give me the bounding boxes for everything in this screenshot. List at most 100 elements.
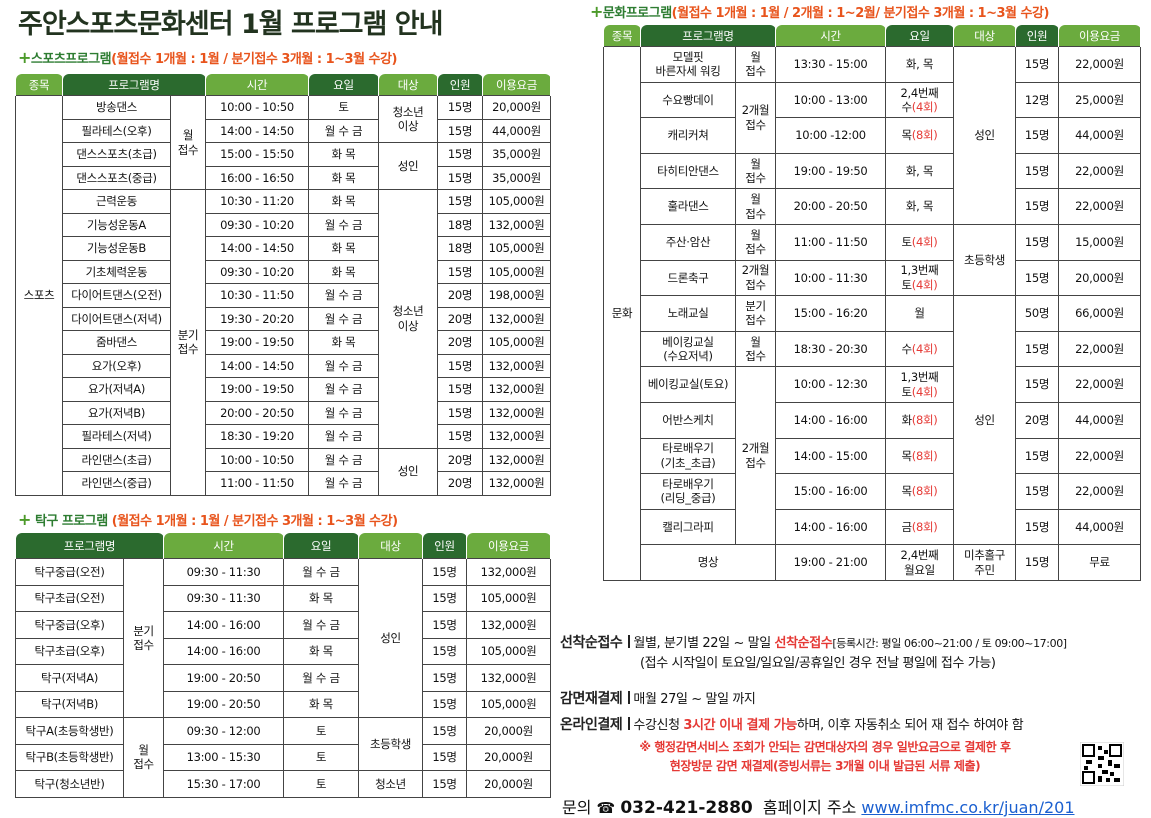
table-cell: 월 접수 (170, 95, 206, 190)
table-row: 요가(저녁A) 19:00 - 19:50 월 수 금 15명 132,000원 (16, 377, 551, 402)
table-row: 탁구초급(오전) 09:30 - 11:30 화 목 15명 105,000원 (15, 584, 551, 612)
table-cell: 성인 (358, 558, 423, 718)
table-cell: 토 (283, 717, 359, 745)
homepage-link[interactable]: www.imfmc.co.kr/juan/201 (861, 798, 1075, 817)
table-cell: 132,000원 (466, 664, 551, 692)
table-cell: 20,000원 (482, 95, 551, 120)
table-row: 베이킹교실 (수요저녁) 월 접수 18:30 - 20:30 수(4회) 15명 22,… (604, 330, 1141, 368)
table-cell: 44,000원 (482, 118, 551, 143)
table-cell: 1,3번째 토(4회) (885, 366, 954, 403)
table-cell: 무료 (1058, 544, 1141, 581)
table-cell: 15명 (422, 770, 467, 798)
table-cell: 13:00 - 15:30 (163, 743, 284, 771)
table-cell: 월 수 금 (308, 283, 379, 308)
table-row: 명상 19:00 - 21:00 2,4번째 월요일 미추홀구 주민 15명 무료 (604, 544, 1141, 581)
table-cell: 14:00 - 14:50 (205, 236, 309, 261)
table-cell: 15명 (1015, 473, 1059, 510)
table-cell: 월 수 금 (308, 353, 379, 378)
table-cell: 132,000원 (482, 447, 551, 472)
table-cell: 14:00 - 14:50 (205, 118, 309, 143)
cell-text: 수 (901, 341, 913, 356)
table-cell: 132,000원 (482, 400, 551, 425)
table-cell: 스포츠 (15, 95, 63, 496)
table-cell: 18명 (437, 236, 483, 261)
notice: 감면재결제 매월 27일 ~ 말일 까지 (560, 688, 756, 708)
table-cell: 15명 (437, 377, 483, 402)
table-cell: 15,000원 (1058, 223, 1141, 261)
table-cell: 18:30 - 19:20 (205, 424, 309, 449)
table-row: 주산·암산 월 접수 11:00 - 11:50 토(4회) 초등학생 15명 15,000… (604, 223, 1141, 297)
column-header: 요일 (885, 24, 954, 47)
table-cell: 105,000원 (466, 637, 551, 665)
table-cell: 105,000원 (466, 584, 551, 612)
table-row: 캘리그라피 14:00 - 16:00 금(8회) 15명 44,000원 (604, 508, 1141, 546)
column-header: 대상 (358, 532, 423, 559)
table-cell: 댄스스포츠(중급) (62, 165, 171, 190)
table-row: 타로배우기 (리딩_중급) 15:00 - 16:00 목(8회) 15명 22,000… (604, 473, 1141, 510)
table-row: 댄스스포츠(중급) 16:00 - 16:50 화 목 15명 35,000원 (16, 165, 551, 190)
table-row: 탁구(저녁A) 19:00 - 20:50 월 수 금 15명 132,000원 (15, 664, 551, 692)
heading-note: (월접수 1개월 : 1월 / 분기접수 3개월 : 1~3월 수강) (111, 514, 398, 529)
table-row: 베이킹교실(토요) 2개월 접수 10:00 - 12:30 1,3번째 토(4회) 1… (604, 366, 1141, 546)
table-cell: 105,000원 (482, 189, 551, 214)
table-tennis-table: 프로그램명 시간 요일 대상 인원 이용요금 탁구중급(오전) 분기 접수 09:30 - 11… (15, 532, 551, 798)
column-header: 이용요금 (1058, 24, 1141, 47)
table-cell: 화, 목 (885, 188, 954, 225)
table-cell: 14:00 - 16:00 (775, 508, 886, 546)
table-cell: 월 수 금 (308, 447, 379, 472)
table-cell: 필라테스(저녁) (62, 424, 171, 449)
column-header: 시간 (775, 24, 886, 47)
table-cell: 탁구(청소년반) (15, 770, 124, 798)
table-cell: 18명 (437, 212, 483, 237)
table-cell: 16:00 - 16:50 (205, 165, 309, 190)
table-cell: 초등학생 (358, 717, 423, 771)
table-cell: 22,000원 (1058, 330, 1141, 368)
table-row: 노래교실 분기 접수 15:00 - 16:20 월 성인 50명 66,000원 (604, 295, 1141, 546)
table-row: 탁구(청소년반) 15:30 - 17:00 토 청소년 15명 20,000원 (15, 770, 551, 798)
table-cell: 타로배우기 (리딩_중급) (640, 473, 736, 510)
table-row: 타히티안댄스 월 접수 19:00 - 19:50 화, 목 15명 22,000원 (604, 152, 1141, 190)
table-cell: 15명 (437, 95, 483, 120)
table-cell: 35,000원 (482, 142, 551, 167)
heading-text: 문화프로그램 (602, 6, 672, 21)
notice-hours: [등록시간: 평일 06:00~21:00 / 토 09:00~17:00] (832, 637, 1067, 650)
table-cell: 10:00 - 12:30 (775, 366, 886, 403)
warning-line: 현장방문 감면 재결제(증빙서류는 3개월 이내 발급된 서류 제출) (669, 759, 981, 773)
table-cell: 22,000원 (1058, 188, 1141, 225)
qr-code (1080, 742, 1124, 786)
table-cell: 청소년 (358, 770, 423, 798)
table-cell: 20명 (437, 283, 483, 308)
cell-text: 화 (901, 413, 913, 428)
table-cell: 월 수 금 (308, 377, 379, 402)
table-cell: 토 (308, 95, 379, 120)
notice: 온라인결제 수강신청 3시간 이내 결제 가능하며, 이후 자동취소 되어 재 접… (560, 714, 1024, 734)
table-cell: 월 수 금 (308, 306, 379, 331)
table-cell: 132,000원 (482, 424, 551, 449)
table-cell: 20:00 - 20:50 (205, 400, 309, 425)
cell-note: (8회) (911, 484, 938, 499)
table-cell: 캘리그라피 (640, 508, 736, 546)
table-cell: 19:00 - 19:50 (775, 152, 886, 190)
column-header: 이용요금 (466, 532, 551, 559)
table-cell: 화 목 (308, 142, 379, 167)
cell-note: (8회) (911, 128, 938, 143)
culture-heading: +문화프로그램(월접수 1개월 : 1월 / 2개월 : 1~2월/ 분기접수 … (590, 2, 1049, 21)
table-cell: 20명 (437, 306, 483, 331)
table-cell: 금(8회) (885, 508, 954, 546)
table-cell: 20명 (437, 330, 483, 355)
table-cell: 20,000원 (466, 770, 551, 798)
table-row: 수요빵데이 2개월 접수 10:00 - 13:00 2,4번째 수(4회) 12명 25… (604, 81, 1141, 154)
table-cell: 14:00 - 15:00 (775, 437, 886, 475)
notice-detail: (접수 시작일이 토요일/일요일/공휴일인 경우 전날 평일에 접수 가능) (640, 656, 996, 671)
table-row: 탁구중급(오후) 14:00 - 16:00 월 수 금 15명 132,000원 (15, 611, 551, 639)
table-cell: 탁구B(초등학생반) (15, 743, 124, 771)
table-cell: 25,000원 (1058, 81, 1141, 119)
table-row: 필라테스(저녁) 18:30 - 19:20 월 수 금 15명 132,000원 (16, 424, 551, 449)
table-row: 탁구B(초등학생반) 13:00 - 15:30 토 15명 20,000원 (15, 743, 551, 771)
cell-text: 1,3번째 토 (900, 263, 939, 292)
notice-text: 수강신청 (633, 718, 684, 733)
table-cell: 14:00 - 14:50 (205, 353, 309, 378)
table-cell: 훌라댄스 (640, 188, 736, 225)
homepage-label: 홈페이지 주소 (762, 798, 857, 817)
table-cell: 20,000원 (466, 743, 551, 771)
